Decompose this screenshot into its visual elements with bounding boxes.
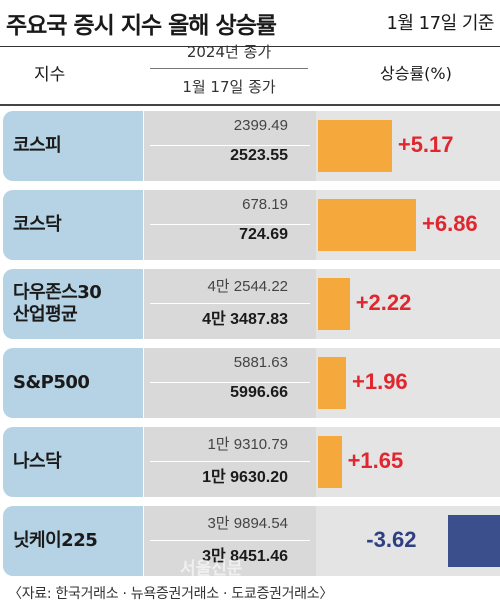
rate-bar (448, 515, 500, 567)
prev-close-value: 2399.49 (233, 117, 288, 134)
close-values-cell: 678.19 724.69 (144, 190, 316, 260)
chart-title: 주요국 증시 지수 올해 상승률 (6, 13, 277, 39)
current-close-value: 4만 3487.83 (202, 311, 288, 328)
reference-date: 1월 17일 기준 (386, 13, 494, 34)
value-divider (150, 540, 310, 541)
watermark: 서울신문 (180, 559, 243, 579)
rate-label: +2.22 (355, 290, 412, 315)
rate-label: +1.65 (347, 448, 404, 473)
header-current-close: 1월 17일 종가 (182, 78, 276, 96)
index-name: 닛케이225 (13, 530, 98, 551)
table-row: 코스피 2399.49 2523.55 +5.17 (0, 108, 500, 184)
current-close-value: 1만 9630.20 (202, 469, 288, 486)
value-divider (150, 224, 310, 225)
table-row: 코스닥 678.19 724.69 +6.86 (0, 187, 500, 263)
current-close-value: 2523.55 (230, 147, 288, 164)
current-close-value: 3만 8451.46 (202, 548, 288, 565)
value-divider (150, 145, 310, 146)
bar-track (316, 427, 500, 497)
header-top-rule (0, 46, 500, 47)
index-name: 코스닥 (13, 214, 62, 235)
prev-close-value: 3만 9894.54 (207, 515, 288, 532)
table-row: 나스닥 1만 9310.79 1만 9630.20 +1.65 (0, 424, 500, 500)
index-name-cell: 닛케이225 (3, 506, 143, 576)
index-name-cell: 나스닥 (3, 427, 143, 497)
index-name: 산업평균 (13, 304, 78, 325)
rate-bar (318, 120, 392, 172)
header-prev-close: 2024년 종가 (186, 43, 272, 61)
table-row: S&P500 5881.63 5996.66 +1.96 (0, 345, 500, 421)
close-values-cell: 4만 2544.22 4만 3487.83 (144, 269, 316, 339)
header-rate: 상승률(%) (380, 64, 452, 83)
value-divider (150, 461, 310, 462)
prev-close-value: 1만 9310.79 (207, 436, 288, 453)
prev-close-value: 678.19 (242, 196, 288, 213)
close-values-cell: 3만 9894.54 3만 8451.46 (144, 506, 316, 576)
bar-track (316, 348, 500, 418)
index-name: 다우존스30 (13, 282, 102, 303)
close-values-cell: 2399.49 2523.55 (144, 111, 316, 181)
value-divider (150, 382, 310, 383)
index-name: 나스닥 (13, 451, 62, 472)
index-name-cell: 코스닥 (3, 190, 143, 260)
source-note: 〈자료: 한국거래소 · 뉴욕증권거래소 · 도쿄증권거래소〉 (8, 586, 334, 602)
rate-bar (318, 278, 350, 330)
close-values-cell: 5881.63 5996.66 (144, 348, 316, 418)
index-name: S&P500 (13, 372, 90, 393)
value-divider (150, 303, 310, 304)
rate-label: +1.96 (352, 369, 408, 394)
index-name-cell: S&P500 (3, 348, 143, 418)
prev-close-value: 5881.63 (233, 354, 288, 371)
header-index: 지수 (34, 65, 66, 85)
rate-label: -3.62 (366, 527, 417, 552)
rate-label: +5.17 (397, 132, 454, 157)
rate-bar (318, 357, 346, 409)
current-close-value: 724.69 (239, 226, 288, 243)
table-row: 닛케이225 3만 9894.54 3만 8451.46 -3.62 (0, 503, 500, 579)
prev-close-value: 4만 2544.22 (207, 278, 288, 295)
close-values-cell: 1만 9310.79 1만 9630.20 (144, 427, 316, 497)
index-name: 코스피 (13, 135, 62, 156)
header-mid-rule (150, 68, 308, 69)
index-name-cell: 코스피 (3, 111, 143, 181)
rate-bar (318, 436, 342, 488)
current-close-value: 5996.66 (230, 384, 288, 401)
index-name-cell: 다우존스30 산업평균 (3, 269, 143, 339)
table-row: 다우존스30 산업평균 4만 2544.22 4만 3487.83 +2.22 (0, 266, 500, 342)
rate-bar (318, 199, 416, 251)
rate-label: +6.86 (422, 211, 478, 236)
header-bottom-rule (0, 104, 500, 106)
